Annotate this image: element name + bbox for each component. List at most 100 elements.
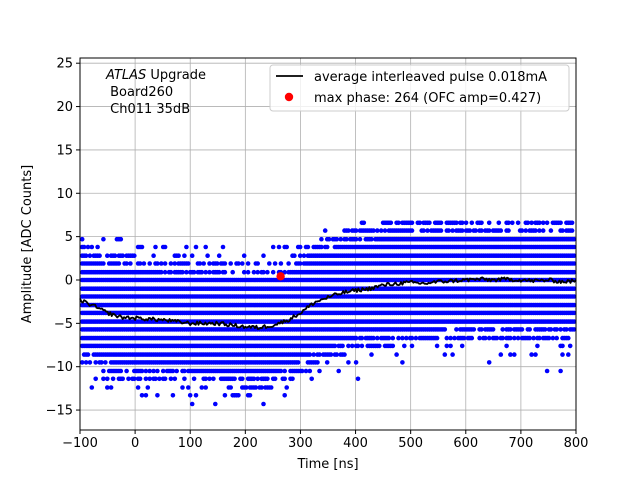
sample-point — [454, 327, 459, 332]
sample-point — [180, 269, 185, 275]
sample-point — [369, 236, 374, 242]
sample-point — [496, 220, 502, 226]
sample-point — [286, 261, 291, 266]
sample-point — [544, 368, 550, 374]
sample-point — [344, 236, 349, 242]
sample-point — [108, 385, 114, 390]
sample-point — [155, 261, 160, 266]
sample-point — [85, 352, 91, 357]
sample-point — [157, 376, 162, 382]
sample-point — [240, 261, 245, 266]
sample-point — [442, 352, 448, 357]
sample-points — [79, 220, 577, 407]
sample-point — [346, 360, 351, 365]
sample-point — [101, 368, 106, 374]
average-pulse-line — [79, 276, 577, 330]
sample-point — [560, 352, 565, 357]
sample-point — [353, 360, 359, 365]
sample-point — [336, 368, 342, 374]
sample-point — [529, 352, 534, 357]
x-axis-label: Time [ns] — [296, 457, 358, 472]
sample-point — [153, 244, 158, 250]
sample-point — [535, 343, 540, 349]
sample-point — [141, 261, 147, 266]
sample-point — [201, 261, 206, 266]
sample-point — [498, 228, 504, 233]
sample-point — [324, 244, 330, 250]
sample-point — [471, 327, 477, 332]
sample-point — [533, 352, 538, 357]
sample-point — [434, 335, 440, 341]
sample-point — [554, 327, 559, 332]
sample-point — [222, 261, 228, 266]
sample-point — [328, 352, 334, 357]
sample-point — [203, 269, 208, 275]
sample-point — [270, 269, 276, 275]
sample-point — [268, 385, 274, 390]
sample-point — [160, 368, 166, 374]
x-tick-label: 700 — [508, 436, 533, 451]
sample-point — [558, 327, 563, 332]
sample-point — [261, 269, 266, 275]
sample-point — [79, 360, 85, 365]
sample-point — [193, 244, 199, 250]
sample-point — [139, 244, 145, 250]
sample-point — [299, 368, 305, 374]
sample-point — [189, 401, 195, 407]
sample-point — [506, 220, 511, 226]
x-tick-label: 0 — [131, 436, 139, 451]
ticks: −100 0 100 200 300 400 500 600 700 800 −15 −10 −5 0 5 1… — [46, 57, 589, 451]
sample-point — [571, 244, 577, 250]
annotation-line-1: ATLAS Upgrade — [105, 68, 206, 83]
sample-point — [116, 261, 122, 266]
sample-point — [253, 385, 259, 390]
sample-point — [533, 228, 538, 233]
sample-point — [101, 236, 106, 242]
sample-point — [270, 244, 276, 250]
sample-point — [132, 376, 137, 382]
sample-point — [369, 352, 374, 357]
sample-point — [571, 302, 577, 308]
sample-point — [571, 269, 577, 275]
sample-point — [105, 253, 110, 258]
x-tick-label: 200 — [233, 436, 258, 451]
sample-point — [519, 228, 525, 233]
sample-point — [193, 393, 199, 398]
sample-point — [434, 343, 440, 349]
y-axis-label: Amplitude [ADC Counts] — [20, 165, 35, 323]
sample-point — [334, 352, 340, 357]
sample-point — [494, 335, 500, 341]
sample-point — [180, 385, 185, 390]
atlas-annotation: ATLAS Upgrade Board260 Ch011 35dB — [105, 68, 206, 117]
sample-point — [170, 393, 176, 398]
sample-point — [357, 236, 363, 242]
x-tick-label: 800 — [564, 436, 589, 451]
sample-point — [191, 269, 197, 275]
sample-point — [525, 220, 531, 226]
sample-point — [103, 360, 108, 365]
sample-point — [571, 236, 577, 242]
sample-point — [519, 327, 525, 332]
x-tick-label: −100 — [62, 436, 98, 451]
sample-point — [459, 228, 465, 233]
sample-point — [508, 335, 513, 341]
sample-point — [512, 335, 517, 341]
sample-point — [417, 220, 423, 226]
sample-point — [135, 385, 141, 390]
sample-point — [469, 335, 475, 341]
sample-point — [101, 376, 106, 382]
sample-point — [143, 368, 149, 374]
sample-point — [93, 376, 98, 382]
sample-point — [409, 228, 415, 233]
sample-point — [220, 244, 226, 250]
sample-point — [143, 393, 149, 398]
sample-point — [203, 376, 208, 382]
sample-point — [566, 352, 571, 357]
annotation-line-3: Ch011 35dB — [106, 102, 190, 117]
x-tick-label: 100 — [178, 436, 203, 451]
sample-point — [87, 360, 93, 365]
sample-point — [571, 294, 577, 299]
sample-point — [139, 368, 145, 374]
sample-point — [284, 385, 290, 390]
sample-point — [278, 368, 284, 374]
